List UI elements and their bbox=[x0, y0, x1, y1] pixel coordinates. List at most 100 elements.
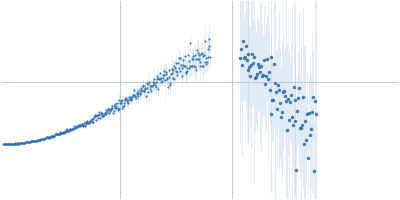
Point bbox=[44, 135, 50, 139]
Point bbox=[66, 128, 72, 131]
Point bbox=[78, 124, 85, 127]
Point bbox=[190, 57, 196, 60]
Point bbox=[98, 114, 105, 117]
Point bbox=[170, 76, 176, 79]
Point bbox=[113, 104, 119, 108]
Point bbox=[195, 58, 201, 61]
Point bbox=[64, 129, 70, 132]
Point bbox=[242, 55, 248, 59]
Point bbox=[58, 132, 65, 135]
Point bbox=[194, 49, 200, 52]
Point bbox=[94, 113, 101, 117]
Point bbox=[266, 88, 273, 91]
Point bbox=[59, 132, 65, 135]
Point bbox=[63, 128, 69, 132]
Point bbox=[26, 140, 32, 144]
Point bbox=[295, 96, 302, 100]
Point bbox=[166, 83, 173, 86]
Point bbox=[112, 103, 118, 106]
Point bbox=[129, 95, 135, 99]
Point bbox=[249, 52, 256, 55]
Point bbox=[281, 90, 287, 93]
Point bbox=[112, 106, 118, 109]
Point bbox=[42, 136, 48, 139]
Point bbox=[180, 59, 186, 62]
Point bbox=[126, 96, 132, 99]
Point bbox=[238, 64, 245, 67]
Point bbox=[261, 59, 267, 62]
Point bbox=[13, 142, 19, 145]
Point bbox=[11, 142, 17, 145]
Point bbox=[120, 105, 126, 108]
Point bbox=[154, 74, 160, 78]
Point bbox=[248, 64, 254, 67]
Point bbox=[118, 100, 124, 103]
Point bbox=[84, 120, 90, 123]
Point bbox=[75, 124, 81, 127]
Point bbox=[157, 78, 164, 81]
Point bbox=[76, 124, 82, 127]
Point bbox=[101, 113, 107, 116]
Point bbox=[48, 135, 54, 138]
Point bbox=[94, 113, 100, 117]
Point bbox=[121, 101, 127, 104]
Point bbox=[129, 96, 136, 99]
Point bbox=[288, 115, 295, 119]
Point bbox=[12, 142, 18, 145]
Point bbox=[300, 96, 306, 99]
Point bbox=[310, 169, 317, 172]
Point bbox=[252, 76, 258, 79]
Point bbox=[89, 118, 96, 121]
Point bbox=[79, 123, 85, 126]
Point bbox=[45, 136, 52, 139]
Point bbox=[258, 64, 264, 67]
Point bbox=[259, 74, 265, 77]
Point bbox=[162, 79, 168, 82]
Point bbox=[158, 80, 164, 83]
Point bbox=[113, 106, 120, 110]
Point bbox=[108, 107, 114, 110]
Point bbox=[203, 63, 209, 66]
Point bbox=[273, 91, 280, 94]
Point bbox=[60, 130, 66, 134]
Point bbox=[177, 70, 184, 73]
Point bbox=[30, 139, 37, 142]
Point bbox=[72, 125, 79, 128]
Point bbox=[99, 111, 106, 115]
Point bbox=[65, 129, 72, 132]
Point bbox=[184, 66, 190, 70]
Point bbox=[242, 45, 249, 48]
Point bbox=[104, 110, 110, 113]
Point bbox=[137, 92, 143, 96]
Point bbox=[202, 60, 208, 63]
Point bbox=[114, 106, 121, 109]
Point bbox=[308, 110, 315, 113]
Point bbox=[38, 138, 44, 141]
Point bbox=[86, 120, 92, 123]
Point bbox=[33, 139, 39, 142]
Point bbox=[161, 69, 167, 73]
Point bbox=[189, 57, 196, 61]
Point bbox=[178, 66, 185, 70]
Point bbox=[20, 141, 26, 144]
Point bbox=[244, 52, 251, 55]
Point bbox=[23, 140, 29, 144]
Point bbox=[296, 87, 302, 90]
Point bbox=[253, 76, 259, 79]
Point bbox=[3, 142, 10, 146]
Point bbox=[179, 74, 185, 78]
Point bbox=[38, 137, 44, 140]
Point bbox=[180, 63, 186, 66]
Point bbox=[51, 134, 58, 137]
Point bbox=[203, 57, 210, 60]
Point bbox=[194, 51, 201, 54]
Point bbox=[111, 104, 117, 107]
Point bbox=[187, 42, 194, 45]
Point bbox=[117, 101, 123, 104]
Point bbox=[201, 54, 207, 57]
Point bbox=[312, 112, 319, 116]
Point bbox=[150, 82, 157, 85]
Point bbox=[141, 90, 148, 93]
Point bbox=[34, 138, 40, 142]
Point bbox=[169, 71, 175, 75]
